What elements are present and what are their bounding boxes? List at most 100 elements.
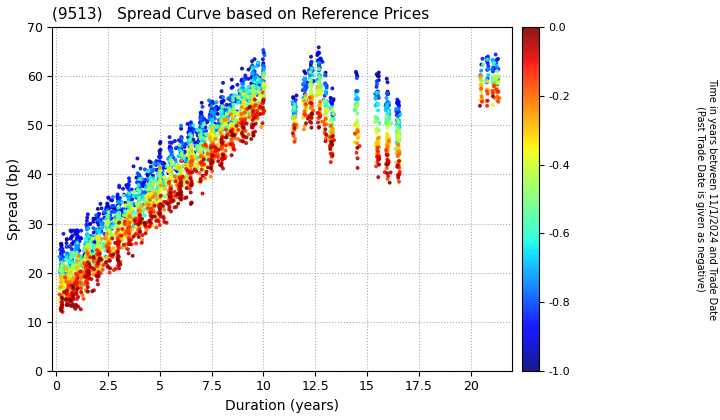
Point: [117, 219, 129, 226]
Point: [247, 64, 258, 71]
Point: [300, 76, 311, 82]
Point: [306, 96, 318, 102]
Point: [235, 121, 246, 127]
Point: [320, 126, 331, 133]
Point: [312, 76, 324, 83]
Point: [250, 90, 261, 97]
Point: [81, 244, 93, 250]
Point: [392, 142, 404, 149]
Point: [81, 262, 92, 269]
Point: [90, 212, 102, 218]
Point: [287, 94, 299, 100]
Point: [177, 148, 189, 155]
Point: [195, 134, 207, 140]
Point: [169, 163, 181, 170]
Point: [71, 296, 83, 302]
Point: [102, 254, 113, 261]
Point: [66, 299, 77, 305]
Point: [112, 220, 123, 226]
Point: [112, 232, 124, 239]
Point: [475, 67, 487, 74]
Point: [103, 213, 114, 220]
Point: [175, 153, 186, 160]
Point: [184, 144, 195, 150]
Point: [153, 204, 165, 210]
Point: [225, 121, 237, 128]
Point: [134, 207, 145, 213]
Point: [123, 212, 135, 218]
Point: [194, 147, 205, 153]
Point: [72, 263, 84, 270]
Point: [394, 150, 405, 157]
Point: [165, 172, 176, 178]
Point: [104, 240, 116, 247]
Point: [71, 264, 82, 270]
Point: [63, 281, 74, 288]
Point: [253, 105, 264, 111]
Point: [66, 289, 78, 296]
Point: [238, 91, 249, 98]
Point: [320, 69, 331, 76]
Point: [122, 220, 134, 227]
Point: [123, 218, 135, 225]
Point: [186, 181, 198, 187]
Point: [372, 159, 383, 165]
Point: [102, 206, 113, 213]
Point: [55, 302, 67, 309]
Point: [165, 175, 176, 182]
Point: [197, 143, 209, 150]
Point: [155, 197, 166, 204]
Point: [239, 118, 251, 125]
Point: [382, 151, 393, 158]
Point: [57, 309, 68, 315]
Point: [300, 102, 312, 108]
Point: [207, 127, 218, 134]
Point: [381, 94, 392, 101]
Point: [68, 301, 79, 308]
Point: [71, 243, 83, 249]
Point: [314, 113, 325, 120]
Point: [181, 179, 192, 186]
Point: [321, 84, 333, 91]
Point: [165, 193, 176, 200]
Point: [204, 136, 216, 143]
Point: [196, 163, 207, 169]
Point: [113, 210, 125, 216]
Point: [315, 89, 326, 96]
Point: [207, 159, 218, 165]
Point: [130, 194, 142, 201]
Point: [315, 99, 326, 105]
Point: [492, 84, 503, 91]
Point: [63, 293, 74, 300]
Point: [248, 113, 259, 120]
Point: [300, 112, 312, 119]
Point: [63, 273, 75, 280]
Point: [163, 188, 174, 194]
Point: [73, 247, 85, 254]
Point: [84, 234, 95, 241]
Point: [71, 251, 82, 258]
Point: [95, 220, 107, 227]
Point: [137, 232, 148, 239]
Point: [374, 134, 385, 141]
Point: [325, 146, 336, 152]
Point: [320, 103, 331, 110]
Point: [79, 271, 91, 278]
Point: [82, 211, 94, 218]
Point: [217, 131, 229, 138]
Point: [166, 176, 177, 183]
Point: [206, 137, 217, 144]
Point: [320, 107, 332, 114]
Point: [155, 147, 166, 153]
Point: [235, 99, 247, 106]
Point: [150, 178, 161, 185]
Point: [139, 197, 150, 204]
Point: [256, 77, 267, 84]
Point: [56, 279, 68, 286]
Point: [492, 74, 504, 80]
Point: [58, 254, 70, 261]
Point: [102, 224, 113, 231]
Point: [64, 257, 76, 263]
Point: [217, 134, 228, 140]
Point: [131, 174, 143, 181]
